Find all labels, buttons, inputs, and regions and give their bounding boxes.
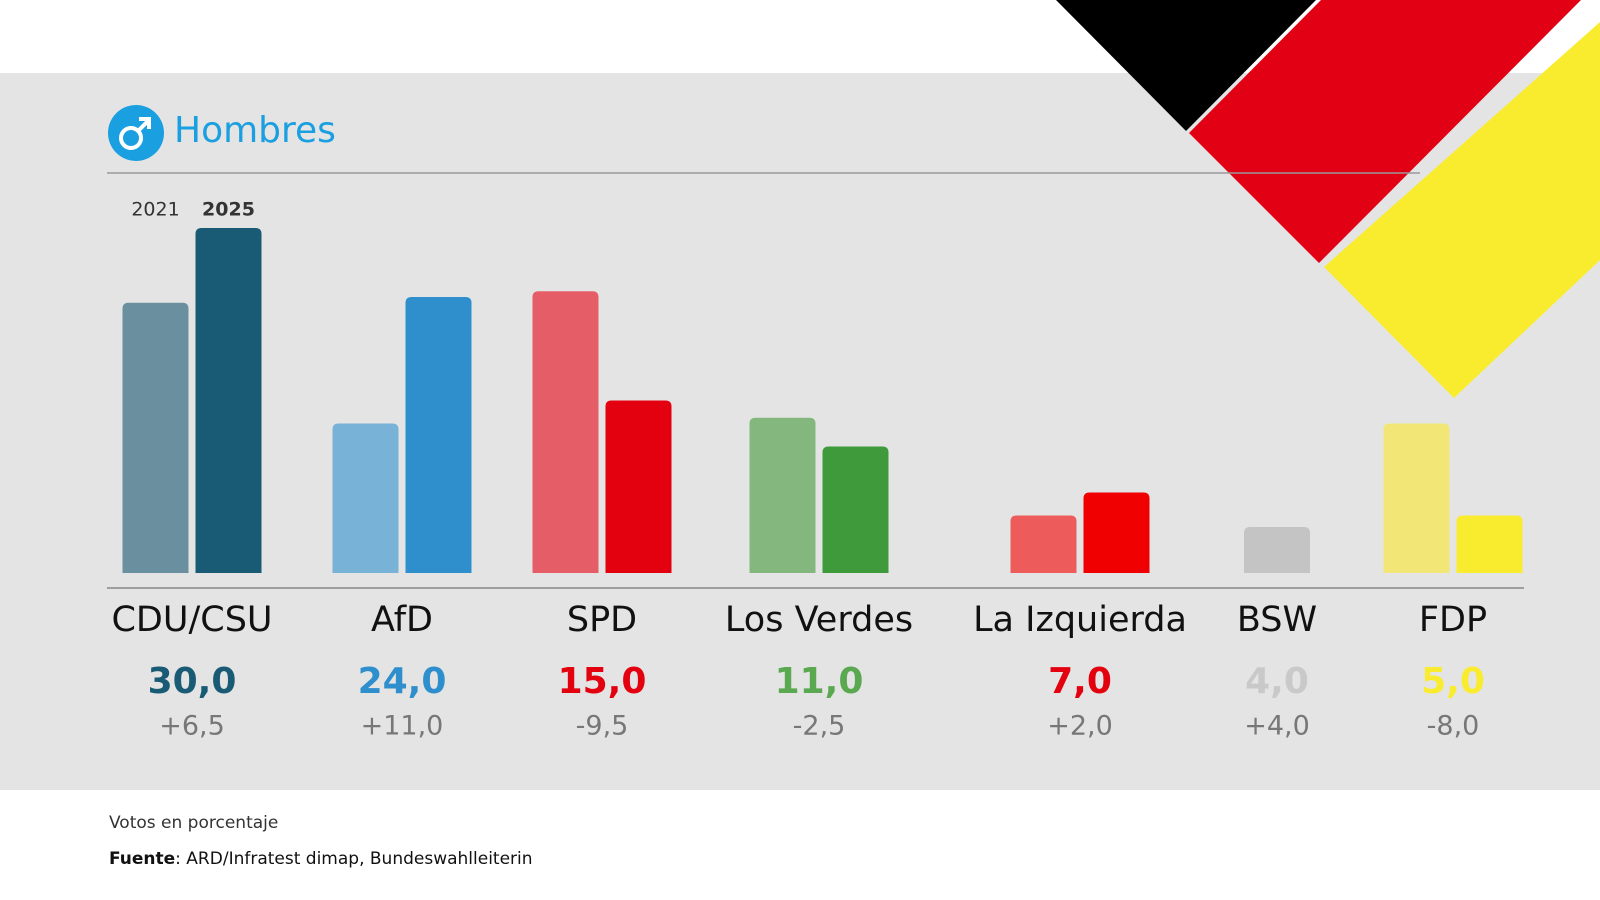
change-label: -8,0 [1427,711,1480,742]
x-tick-label: La Izquierda [973,600,1187,640]
value-label: 5,0 [1421,661,1485,702]
change-label: -2,5 [793,711,846,742]
flag-stripe-red [1189,0,1581,263]
x-tick-label: Los Verdes [725,600,913,640]
bar [749,417,816,573]
value-label: 24,0 [358,661,447,702]
value-label: 7,0 [1048,661,1112,702]
bar [122,302,189,573]
x-tick-label: CDU/CSU [111,600,272,640]
bar [1383,423,1450,573]
bar [195,228,262,573]
bar [822,446,889,573]
change-label: +2,0 [1047,711,1113,742]
chart-title: Hombres [174,110,336,151]
bar [1456,515,1523,573]
value-label: 15,0 [558,661,647,702]
note: Votos en porcentaje [109,813,278,833]
x-tick-label: BSW [1237,600,1317,640]
source-label: Fuente [109,849,175,869]
legend-label: 2025 [202,199,255,221]
x-tick-label: AfD [371,600,433,640]
bar [1010,515,1077,573]
bar [405,297,472,573]
bar [1083,492,1150,573]
bar [605,400,672,573]
bar [332,423,399,573]
bar [1244,527,1310,573]
change-label: +6,5 [159,711,225,742]
flag-stripe-yellow [1324,22,1600,398]
source-text: : ARD/Infratest dimap, Bundeswahlleiteri… [175,849,532,869]
flag-stripe-black [1056,0,1316,131]
value-label: 30,0 [148,661,237,702]
x-tick-label: FDP [1419,600,1487,640]
change-label: +4,0 [1244,711,1310,742]
value-label: 4,0 [1245,661,1309,702]
change-label: -9,5 [576,711,629,742]
male-symbol [119,117,151,150]
x-tick-label: SPD [567,600,637,640]
source: Fuente: ARD/Infratest dimap, Bundeswahll… [109,849,533,869]
legend-label: 2021 [131,199,179,221]
bar [532,291,599,573]
change-label: +11,0 [361,711,444,742]
value-label: 11,0 [775,661,864,702]
male-icon [108,105,164,161]
